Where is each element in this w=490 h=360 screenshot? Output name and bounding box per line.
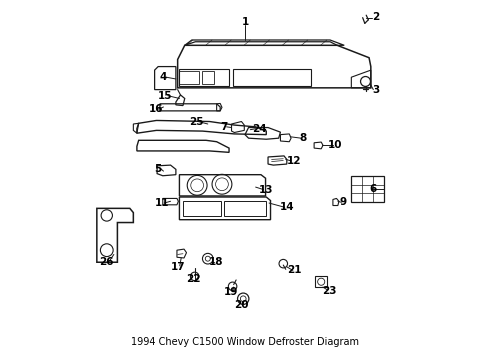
Text: 16: 16: [149, 104, 164, 114]
Text: 1: 1: [242, 17, 248, 27]
Text: 12: 12: [287, 156, 301, 166]
Text: 22: 22: [186, 274, 201, 284]
Text: 2: 2: [372, 12, 380, 22]
Text: 1994 Chevy C1500 Window Defroster Diagram: 1994 Chevy C1500 Window Defroster Diagra…: [131, 337, 359, 347]
Bar: [183, 201, 221, 216]
Text: 11: 11: [154, 198, 169, 208]
Text: 5: 5: [154, 164, 162, 174]
Text: 10: 10: [328, 140, 343, 150]
Text: 17: 17: [171, 262, 185, 272]
Text: 7: 7: [220, 122, 227, 132]
Text: 15: 15: [158, 91, 172, 101]
Text: 23: 23: [322, 285, 337, 296]
Text: 21: 21: [287, 265, 302, 275]
Text: 13: 13: [259, 185, 273, 194]
Text: 19: 19: [223, 287, 238, 297]
Bar: [224, 201, 266, 216]
Text: 20: 20: [234, 300, 249, 310]
Bar: [202, 71, 214, 84]
Text: 14: 14: [280, 202, 295, 212]
Text: 18: 18: [209, 257, 223, 267]
Text: 4: 4: [160, 72, 167, 82]
Text: 8: 8: [300, 133, 307, 143]
Text: 9: 9: [340, 197, 347, 207]
Text: 26: 26: [99, 257, 114, 266]
Bar: [233, 69, 311, 86]
Text: 3: 3: [372, 85, 380, 95]
Bar: [179, 71, 199, 84]
Text: 25: 25: [189, 117, 203, 126]
Text: 6: 6: [369, 184, 377, 194]
Bar: [351, 176, 384, 202]
Bar: [179, 69, 229, 86]
Bar: [315, 276, 327, 287]
Text: 24: 24: [252, 123, 267, 134]
